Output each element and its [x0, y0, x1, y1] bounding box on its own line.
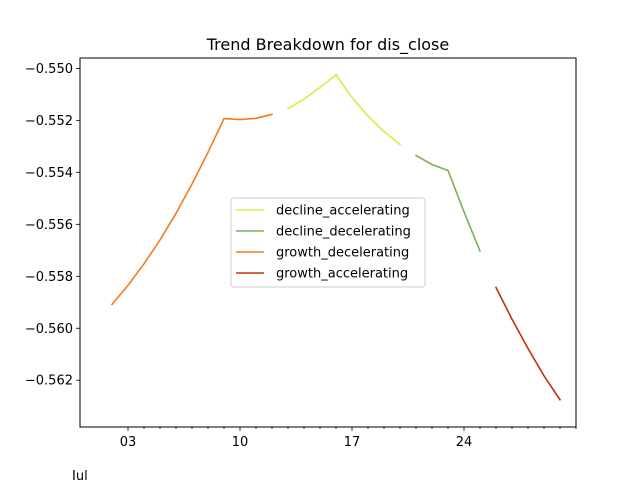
x-tick-label-3: 24: [456, 435, 473, 450]
legend-box: [230, 197, 426, 288]
y-tick-label-5: −0.560: [25, 322, 73, 337]
legend-label-growth_accelerating: growth_accelerating: [276, 267, 408, 282]
x-axis: 03 10 17 24: [120, 427, 577, 450]
legend-label-decline_decelerating: decline_decelerating: [276, 225, 411, 240]
y-axis: −0.550 −0.552 −0.554 −0.556 −0.558 −0.560 −0.5…: [25, 62, 80, 389]
y-tick-label-4: −0.558: [25, 270, 73, 285]
x-tick-label-1: 10: [232, 435, 249, 450]
y-tick-label-2: −0.554: [25, 166, 73, 181]
legend-label-growth_decelerating: growth_decelerating: [276, 246, 409, 261]
series-line-decline_decelerating-0: [414, 154, 482, 253]
y-tick-label-1: −0.552: [25, 114, 73, 129]
y-tick-label-0: −0.550: [25, 62, 73, 77]
x-tick-label-2: 17: [344, 435, 361, 450]
chart-title: Trend Breakdown for dis_close: [206, 35, 449, 55]
series-line-growth_accelerating-0: [494, 286, 562, 401]
series-line-growth_decelerating-0: [110, 113, 273, 306]
legend: decline_accelerating decline_decelerating…: [230, 197, 426, 288]
series-line-decline_accelerating-1: [334, 73, 402, 146]
x-tick-label-0: 03: [120, 435, 137, 450]
plot-frame: [79, 57, 577, 428]
series-layer: [110, 73, 562, 401]
legend-label-decline_accelerating: decline_accelerating: [276, 204, 410, 219]
y-tick-label-6: −0.562: [25, 374, 73, 389]
x-offset-label: Jul: [71, 469, 88, 480]
y-tick-label-3: −0.556: [25, 218, 73, 233]
series-line-decline_accelerating-0: [286, 73, 338, 110]
